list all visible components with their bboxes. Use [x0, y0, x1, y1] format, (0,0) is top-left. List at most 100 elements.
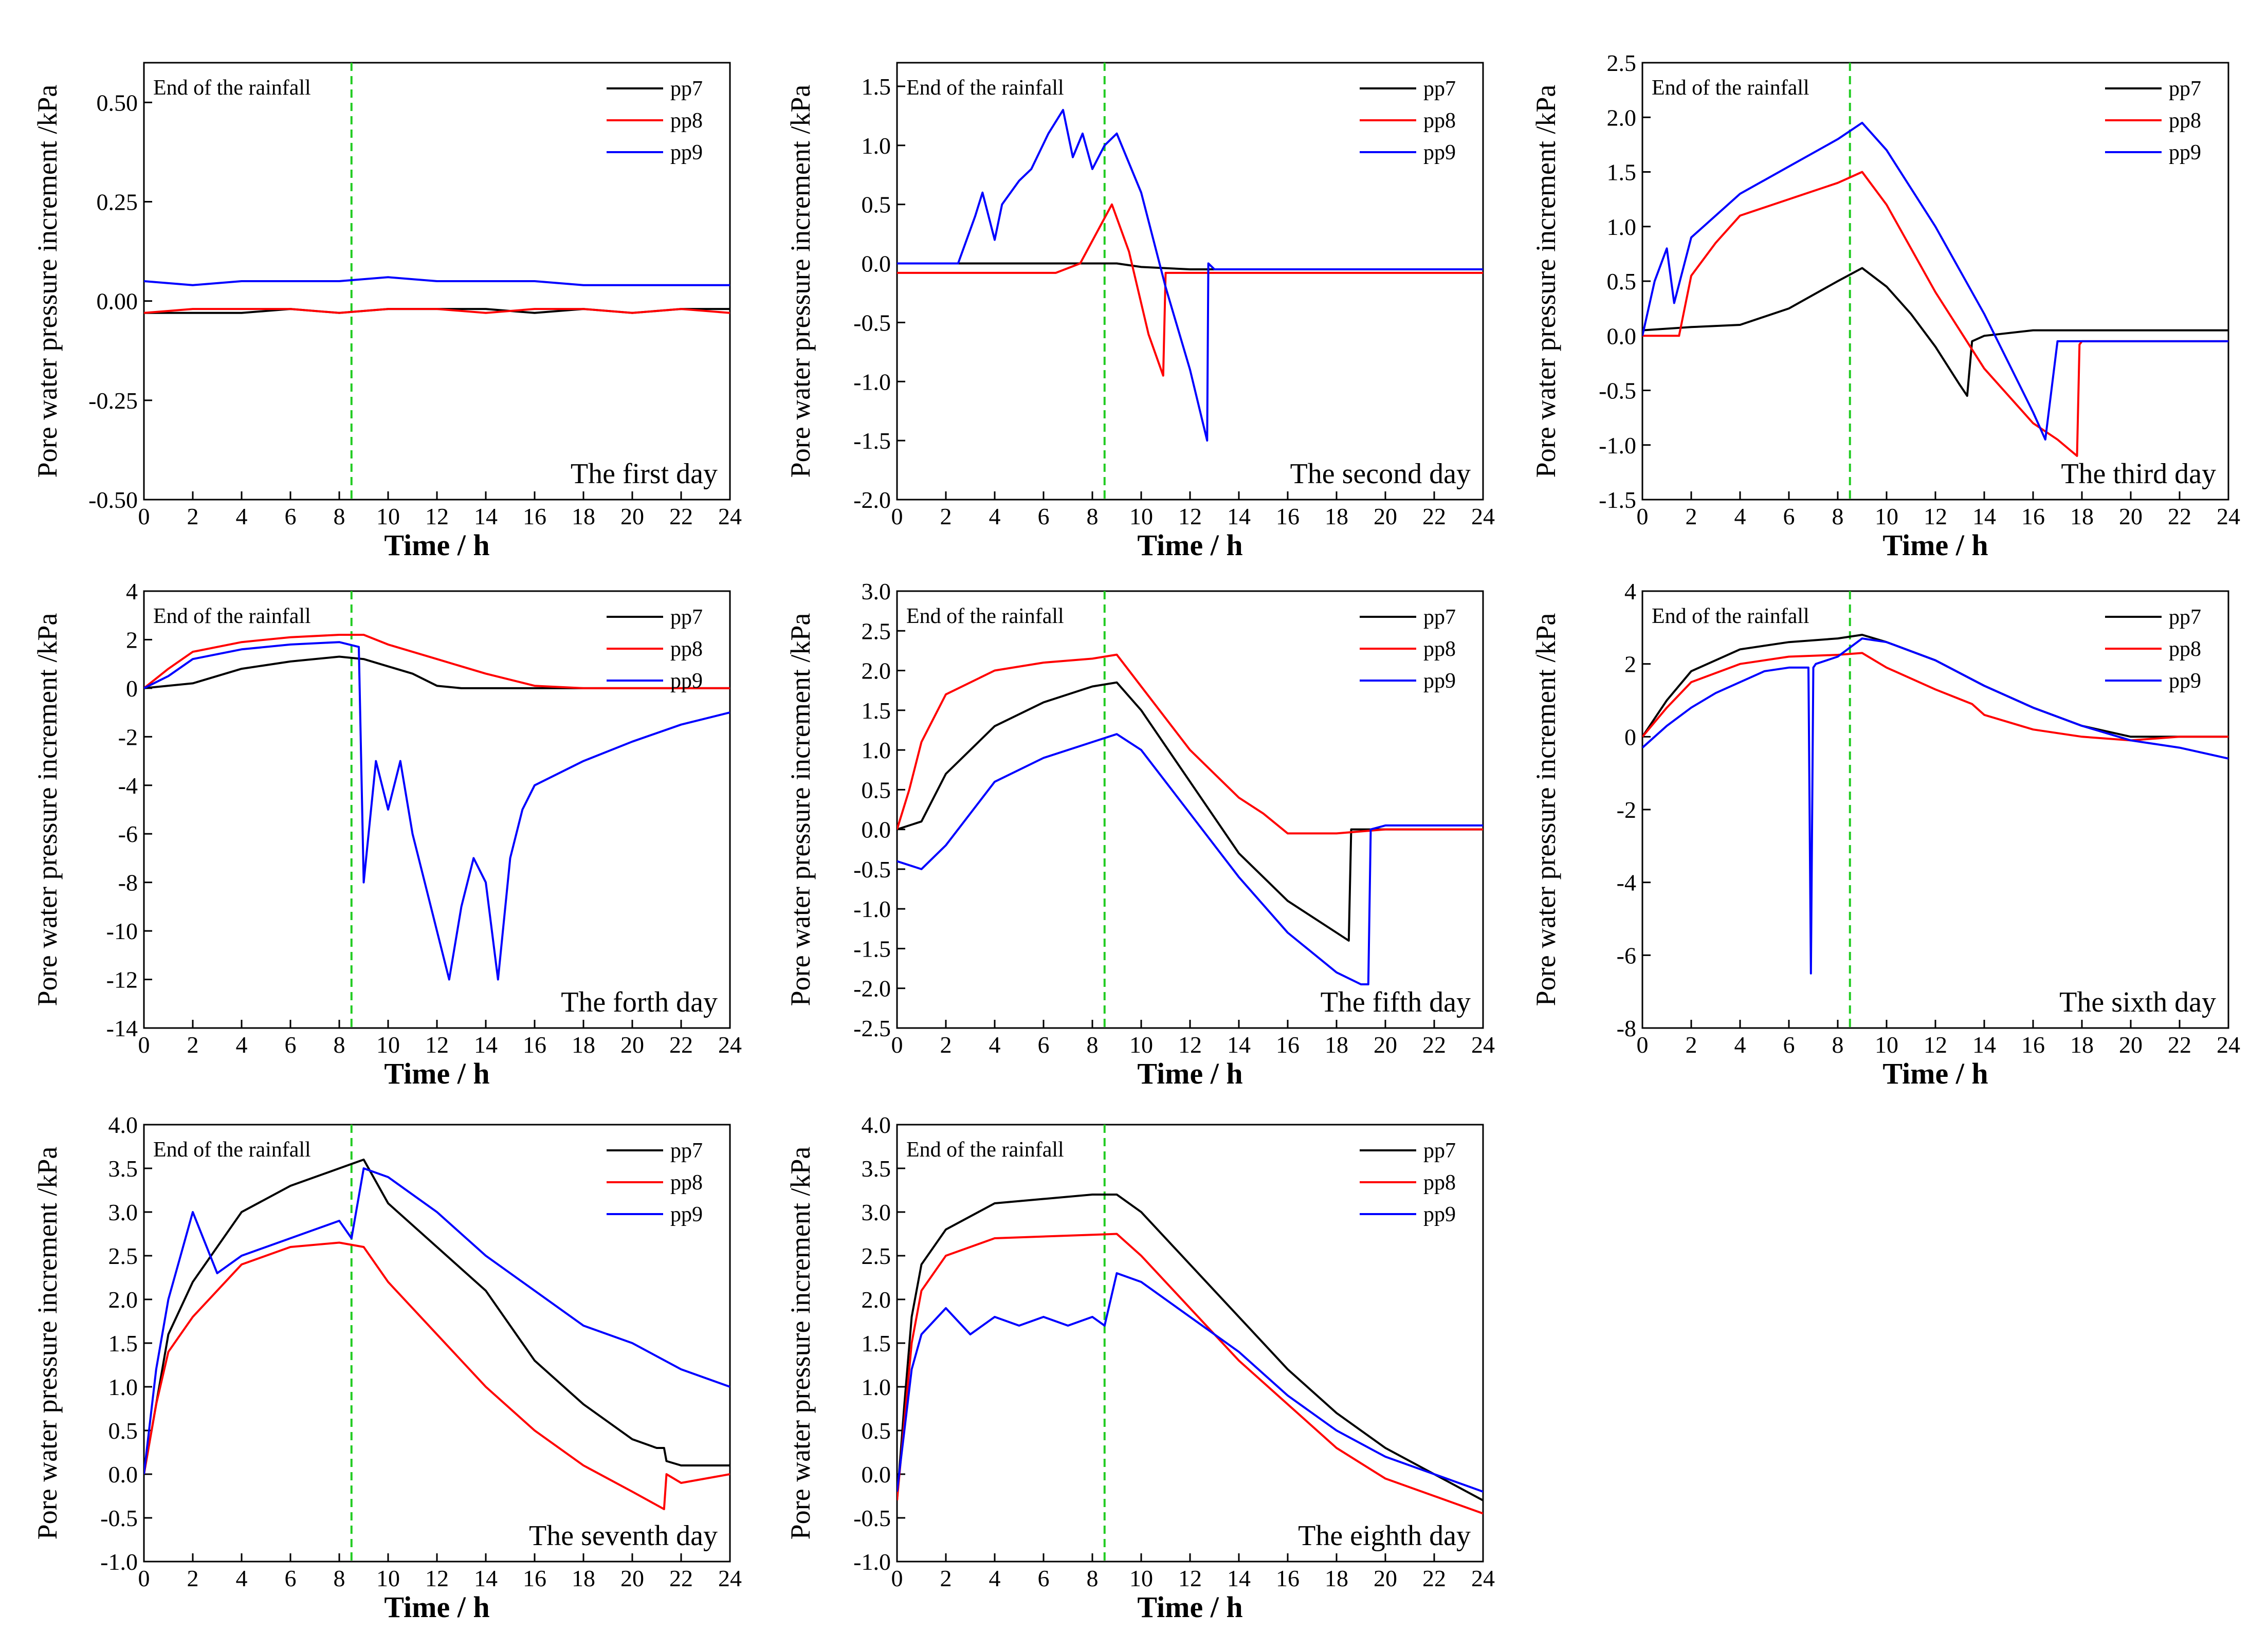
- rainfall-note: End of the rainfall: [153, 1138, 311, 1162]
- series-line-pp7: [897, 681, 1483, 942]
- chart-panel: 0 2 4 6 8 10 12 14 16 18 20 22 24-1.0-0.50.00.51.01.…: [32, 1112, 742, 1624]
- x-tick-label: 20: [2119, 503, 2143, 529]
- y-tick-label: 4: [126, 578, 138, 604]
- y-tick-label: -0.5: [100, 1505, 138, 1531]
- y-axis-title: Pore water pressure increment /kPa: [32, 613, 63, 1006]
- y-tick-label: 0.5: [862, 1418, 891, 1444]
- x-tick-label: 2: [940, 1032, 952, 1058]
- y-tick-label: 2.5: [108, 1243, 138, 1269]
- y-tick-label: -0.5: [1599, 378, 1636, 404]
- x-tick-label: 10: [376, 1032, 400, 1058]
- y-tick-label: -6: [1617, 942, 1636, 968]
- series-line-pp9: [144, 276, 730, 286]
- y-tick-label: 0.00: [97, 288, 138, 315]
- x-tick-label: 18: [1325, 1565, 1348, 1591]
- y-tick-label: 1.5: [862, 698, 891, 724]
- x-tick-label: 16: [1276, 503, 1300, 529]
- y-tick-label: 0.25: [97, 189, 138, 215]
- legend-label-pp7: pp7: [2169, 77, 2201, 101]
- x-tick-label: 22: [669, 1032, 693, 1058]
- series-line-pp8: [144, 634, 730, 689]
- x-tick-label: 14: [1227, 1565, 1251, 1591]
- x-tick-label: 6: [285, 1565, 297, 1591]
- x-tick-label: 24: [1471, 503, 1495, 529]
- x-tick-label: 10: [1129, 1565, 1153, 1591]
- y-tick-label: 3.0: [862, 578, 891, 604]
- y-tick-label: -2.0: [853, 976, 891, 1002]
- x-tick-label: 24: [1471, 1032, 1495, 1058]
- x-tick-label: 16: [523, 1032, 546, 1058]
- series-line-pp7: [144, 655, 730, 689]
- series-line-pp8: [897, 653, 1483, 835]
- x-axis-title: Time / h: [1137, 1057, 1242, 1090]
- y-tick-label: -1.5: [1599, 487, 1636, 513]
- legend-label-pp9: pp9: [1423, 141, 1456, 164]
- y-tick-label: 3.5: [108, 1155, 138, 1182]
- rainfall-note: End of the rainfall: [153, 76, 311, 100]
- x-tick-label: 4: [989, 1565, 1001, 1591]
- x-tick-label: 8: [1832, 503, 1844, 529]
- legend-label-pp8: pp8: [2169, 637, 2201, 661]
- legend-label-pp9: pp9: [670, 1203, 703, 1226]
- x-tick-label: 20: [1374, 1032, 1397, 1058]
- chart-title: The third day: [2061, 458, 2216, 490]
- legend-label-pp8: pp8: [1423, 637, 1456, 661]
- y-tick-label: -10: [106, 918, 138, 944]
- x-tick-label: 4: [989, 1032, 1001, 1058]
- y-tick-label: -2: [1617, 797, 1636, 823]
- x-tick-label: 20: [1374, 503, 1397, 529]
- x-tick-label: 4: [989, 503, 1001, 529]
- legend-label-pp8: pp8: [670, 1171, 703, 1195]
- plot-frame: [896, 62, 1484, 501]
- x-tick-label: 16: [523, 503, 546, 529]
- x-tick-label: 0: [891, 1565, 903, 1591]
- y-tick-label: 0.5: [108, 1418, 138, 1444]
- x-tick-label: 4: [236, 1032, 248, 1058]
- legend-label-pp7: pp7: [2169, 606, 2201, 629]
- series-line-pp7: [1642, 267, 2228, 397]
- chart-title: The sixth day: [2059, 986, 2216, 1018]
- rainfall-note: End of the rainfall: [906, 604, 1064, 628]
- y-tick-label: 0.0: [862, 1461, 891, 1488]
- y-tick-label: 2.5: [862, 618, 891, 644]
- y-tick-label: -14: [106, 1015, 138, 1041]
- series-line-pp7: [897, 1194, 1483, 1501]
- y-tick-label: -2.5: [853, 1015, 891, 1041]
- x-tick-label: 16: [2021, 503, 2045, 529]
- x-tick-label: 14: [1227, 503, 1251, 529]
- plot-frame: [1641, 62, 2229, 501]
- y-tick-label: 1.5: [862, 74, 891, 100]
- y-tick-label: 0.5: [862, 192, 891, 218]
- plot-frame: [896, 590, 1484, 1029]
- y-tick-label: -1.0: [853, 896, 891, 922]
- chart-panel: 0 2 4 6 8 10 12 14 16 18 20 22 24-14-12-10-8-6-4-202…: [32, 578, 742, 1090]
- y-tick-label: -1.0: [853, 369, 891, 395]
- y-tick-label: -8: [1617, 1015, 1636, 1041]
- y-tick-label: -0.5: [853, 309, 891, 336]
- x-tick-label: 22: [669, 503, 693, 529]
- rainfall-note: End of the rainfall: [153, 604, 311, 628]
- x-tick-label: 0: [891, 1032, 903, 1058]
- y-tick-label: -1.0: [100, 1549, 138, 1575]
- chart-panel: 0 2 4 6 8 10 12 14 16 18 20 22 24-2.0-1.5-1.0-0.50.0…: [785, 62, 1495, 562]
- y-tick-label: 2.0: [862, 658, 891, 684]
- series-line-pp9: [897, 733, 1483, 985]
- y-tick-label: 0.5: [1607, 268, 1637, 295]
- legend-label-pp7: pp7: [1423, 77, 1456, 101]
- x-axis-title: Time / h: [384, 1057, 489, 1090]
- legend-label-pp9: pp9: [2169, 669, 2201, 693]
- x-tick-label: 24: [718, 1565, 742, 1591]
- x-tick-label: 12: [1178, 503, 1202, 529]
- x-tick-label: 6: [1783, 503, 1795, 529]
- series-line-pp8: [1642, 171, 2228, 457]
- x-tick-label: 12: [425, 503, 449, 529]
- x-tick-label: 24: [2217, 1032, 2240, 1058]
- chart-title: The forth day: [561, 986, 718, 1018]
- x-tick-label: 14: [474, 1032, 498, 1058]
- x-tick-label: 12: [1178, 1032, 1202, 1058]
- y-tick-label: 3.0: [108, 1199, 138, 1225]
- rainfall-note: End of the rainfall: [906, 76, 1064, 100]
- x-tick-label: 20: [1374, 1565, 1397, 1591]
